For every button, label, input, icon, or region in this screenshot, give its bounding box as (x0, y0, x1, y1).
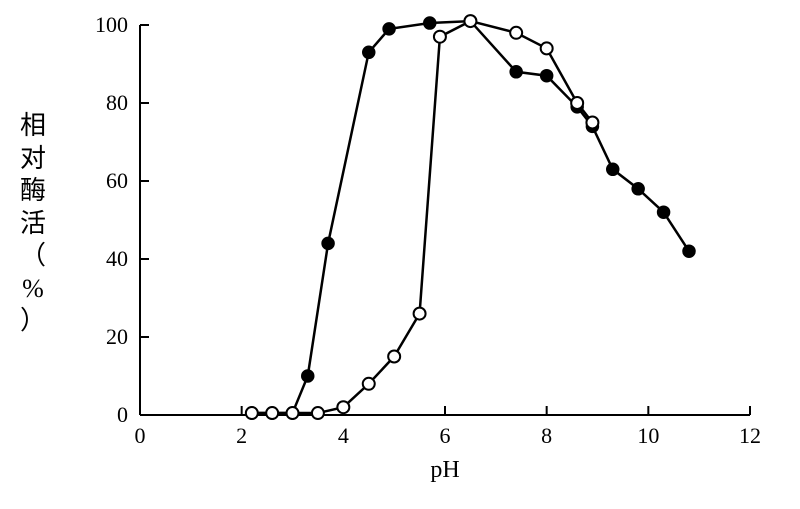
y-axis-label-char: 对 (20, 143, 49, 176)
series-marker-open (510, 27, 522, 39)
series-marker-open (388, 351, 400, 363)
series-marker-open (266, 407, 278, 419)
series-marker-filled (363, 46, 375, 58)
series-marker-filled (658, 206, 670, 218)
y-tick-label: 40 (106, 246, 128, 271)
series-marker-filled (510, 66, 522, 78)
y-tick-label: 80 (106, 90, 128, 115)
series-line-open (252, 21, 593, 413)
series-marker-open (287, 407, 299, 419)
x-tick-label: 12 (739, 423, 761, 448)
chart-svg: 0 2 4 6 8 10 12 0 20 40 60 80 100 pH (0, 0, 800, 509)
series-marker-filled (607, 163, 619, 175)
series-marker-filled (383, 23, 395, 35)
series-marker-open (571, 97, 583, 109)
series-marker-open (246, 407, 258, 419)
series-marker-open (586, 117, 598, 129)
series-line-filled (252, 21, 689, 413)
y-axis-label-char: ） (20, 305, 49, 338)
x-tick-label: 10 (637, 423, 659, 448)
x-tick-label: 0 (135, 423, 146, 448)
x-tick-label: 8 (541, 423, 552, 448)
x-tick-label: 2 (236, 423, 247, 448)
series-marker-filled (322, 237, 334, 249)
y-tick-label: 0 (117, 402, 128, 427)
y-axis-label-char: 相 (20, 110, 49, 143)
series-marker-open (541, 42, 553, 54)
y-axis-label-char: 酶 (20, 175, 49, 208)
chart-container: 相对酶活（%） 0 2 4 6 8 10 12 0 20 40 60 80 100 pH (0, 0, 800, 509)
y-axis-label-char: 活 (20, 208, 49, 241)
series-marker-filled (541, 70, 553, 82)
series-marker-filled (424, 17, 436, 29)
y-axis-label: 相对酶活（%） (20, 110, 49, 338)
y-axis-label-char: （ (20, 240, 49, 273)
series-marker-filled (683, 245, 695, 257)
x-tick-label: 4 (338, 423, 349, 448)
x-axis-label: pH (430, 457, 459, 483)
series-marker-filled (632, 183, 644, 195)
series-marker-open (434, 31, 446, 43)
series-marker-open (414, 308, 426, 320)
y-tick-label: 100 (95, 12, 128, 37)
series-marker-filled (302, 370, 314, 382)
series-marker-open (464, 15, 476, 27)
y-tick-label: 20 (106, 324, 128, 349)
series-marker-open (363, 378, 375, 390)
x-tick-label: 6 (440, 423, 451, 448)
y-tick-label: 60 (106, 168, 128, 193)
series-marker-open (312, 407, 324, 419)
series-marker-open (337, 401, 349, 413)
y-axis-label-char: % (22, 273, 46, 306)
